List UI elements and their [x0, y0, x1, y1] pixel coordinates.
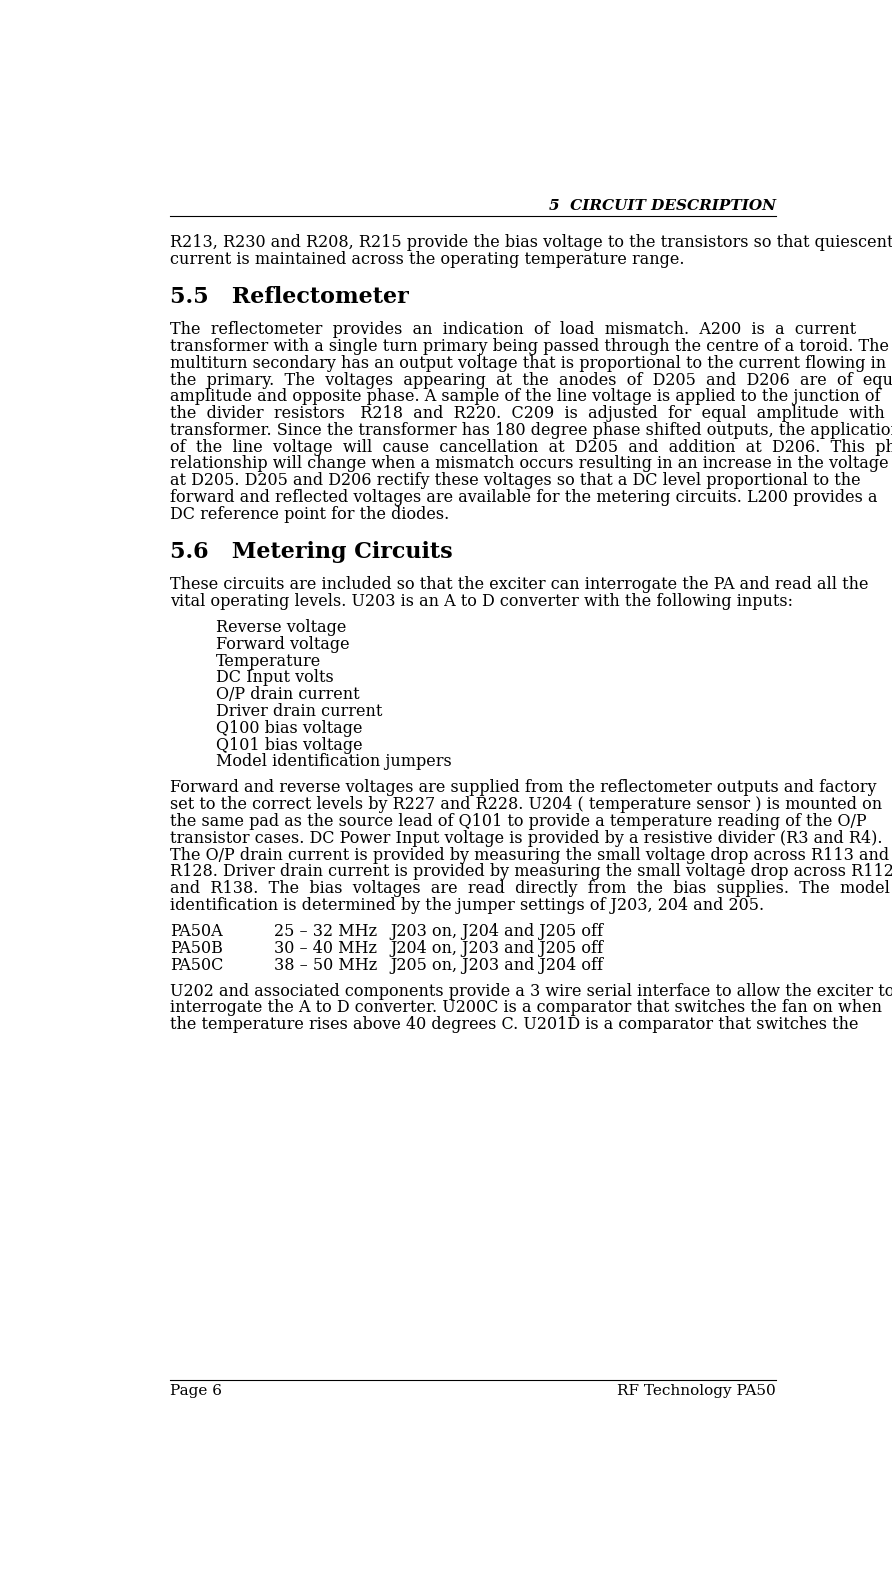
- Text: multiturn secondary has an output voltage that is proportional to the current fl: multiturn secondary has an output voltag…: [169, 354, 886, 372]
- Text: and  R138.  The  bias  voltages  are  read  directly  from  the  bias  supplies.: and R138. The bias voltages are read dir…: [169, 879, 889, 897]
- Text: forward and reflected voltages are available for the metering circuits. L200 pro: forward and reflected voltages are avail…: [169, 488, 877, 506]
- Text: 5.5   Reflectometer: 5.5 Reflectometer: [169, 286, 409, 308]
- Text: of  the  line  voltage  will  cause  cancellation  at  D205  and  addition  at  : of the line voltage will cause cancellat…: [169, 439, 892, 456]
- Text: These circuits are included so that the exciter can interrogate the PA and read : These circuits are included so that the …: [169, 576, 868, 594]
- Text: transistor cases. DC Power Input voltage is provided by a resistive divider (R3 : transistor cases. DC Power Input voltage…: [169, 830, 882, 847]
- Text: Model identification jumpers: Model identification jumpers: [216, 753, 452, 771]
- Text: vital operating levels. U203 is an A to D converter with the following inputs:: vital operating levels. U203 is an A to …: [169, 594, 793, 610]
- Text: J204 on, J203 and J205 off: J204 on, J203 and J205 off: [391, 940, 604, 956]
- Text: DC reference point for the diodes.: DC reference point for the diodes.: [169, 506, 449, 523]
- Text: R213, R230 and R208, R215 provide the bias voltage to the transistors so that qu: R213, R230 and R208, R215 provide the bi…: [169, 235, 892, 251]
- Text: the temperature rises above 40 degrees C. U201D is a comparator that switches th: the temperature rises above 40 degrees C…: [169, 1017, 858, 1033]
- Text: set to the correct levels by R227 and R228. U204 ( temperature sensor ) is mount: set to the correct levels by R227 and R2…: [169, 796, 882, 814]
- Text: Reverse voltage: Reverse voltage: [216, 619, 346, 637]
- Text: the same pad as the source lead of Q101 to provide a temperature reading of the : the same pad as the source lead of Q101 …: [169, 812, 866, 830]
- Text: Q100 bias voltage: Q100 bias voltage: [216, 720, 363, 737]
- Text: J205 on, J203 and J204 off: J205 on, J203 and J204 off: [391, 956, 604, 974]
- Text: 5  CIRCUIT DESCRIPTION: 5 CIRCUIT DESCRIPTION: [549, 200, 776, 214]
- Text: Forward and reverse voltages are supplied from the reflectometer outputs and fac: Forward and reverse voltages are supplie…: [169, 779, 876, 796]
- Text: Q101 bias voltage: Q101 bias voltage: [216, 737, 363, 753]
- Text: PA50B: PA50B: [169, 940, 222, 956]
- Text: the  divider  resistors   R218  and  R220.  C209  is  adjusted  for  equal  ampl: the divider resistors R218 and R220. C20…: [169, 405, 892, 421]
- Text: the  primary.  The  voltages  appearing  at  the  anodes  of  D205  and  D206  a: the primary. The voltages appearing at t…: [169, 372, 892, 388]
- Text: DC Input volts: DC Input volts: [216, 669, 334, 686]
- Text: transformer with a single turn primary being passed through the centre of a toro: transformer with a single turn primary b…: [169, 338, 888, 354]
- Text: J203 on, J204 and J205 off: J203 on, J204 and J205 off: [391, 922, 604, 940]
- Text: amplitude and opposite phase. A sample of the line voltage is applied to the jun: amplitude and opposite phase. A sample o…: [169, 388, 880, 405]
- Text: R128. Driver drain current is provided by measuring the small voltage drop acros: R128. Driver drain current is provided b…: [169, 863, 892, 881]
- Text: relationship will change when a mismatch occurs resulting in an increase in the : relationship will change when a mismatch…: [169, 455, 888, 472]
- Text: current is maintained across the operating temperature range.: current is maintained across the operati…: [169, 251, 684, 268]
- Text: Forward voltage: Forward voltage: [216, 635, 350, 653]
- Text: at D205. D205 and D206 rectify these voltages so that a DC level proportional to: at D205. D205 and D206 rectify these vol…: [169, 472, 860, 490]
- Text: Page 6: Page 6: [169, 1384, 221, 1398]
- Text: The O/P drain current is provided by measuring the small voltage drop across R11: The O/P drain current is provided by mea…: [169, 846, 888, 863]
- Text: 25 – 32 MHz: 25 – 32 MHz: [274, 922, 377, 940]
- Text: O/P drain current: O/P drain current: [216, 686, 359, 704]
- Text: 38 – 50 MHz: 38 – 50 MHz: [274, 956, 377, 974]
- Text: transformer. Since the transformer has 180 degree phase shifted outputs, the app: transformer. Since the transformer has 1…: [169, 421, 892, 439]
- Text: interrogate the A to D converter. U200C is a comparator that switches the fan on: interrogate the A to D converter. U200C …: [169, 999, 881, 1017]
- Text: 30 – 40 MHz: 30 – 40 MHz: [274, 940, 377, 956]
- Text: 5.6   Metering Circuits: 5.6 Metering Circuits: [169, 541, 452, 563]
- Text: PA50C: PA50C: [169, 956, 223, 974]
- Text: PA50A: PA50A: [169, 922, 222, 940]
- Text: RF Technology PA50: RF Technology PA50: [617, 1384, 776, 1398]
- Text: identification is determined by the jumper settings of J203, 204 and 205.: identification is determined by the jump…: [169, 897, 764, 915]
- Text: Temperature: Temperature: [216, 653, 321, 670]
- Text: U202 and associated components provide a 3 wire serial interface to allow the ex: U202 and associated components provide a…: [169, 983, 892, 999]
- Text: Driver drain current: Driver drain current: [216, 704, 383, 720]
- Text: The  reflectometer  provides  an  indication  of  load  mismatch.  A200  is  a  : The reflectometer provides an indication…: [169, 321, 855, 338]
